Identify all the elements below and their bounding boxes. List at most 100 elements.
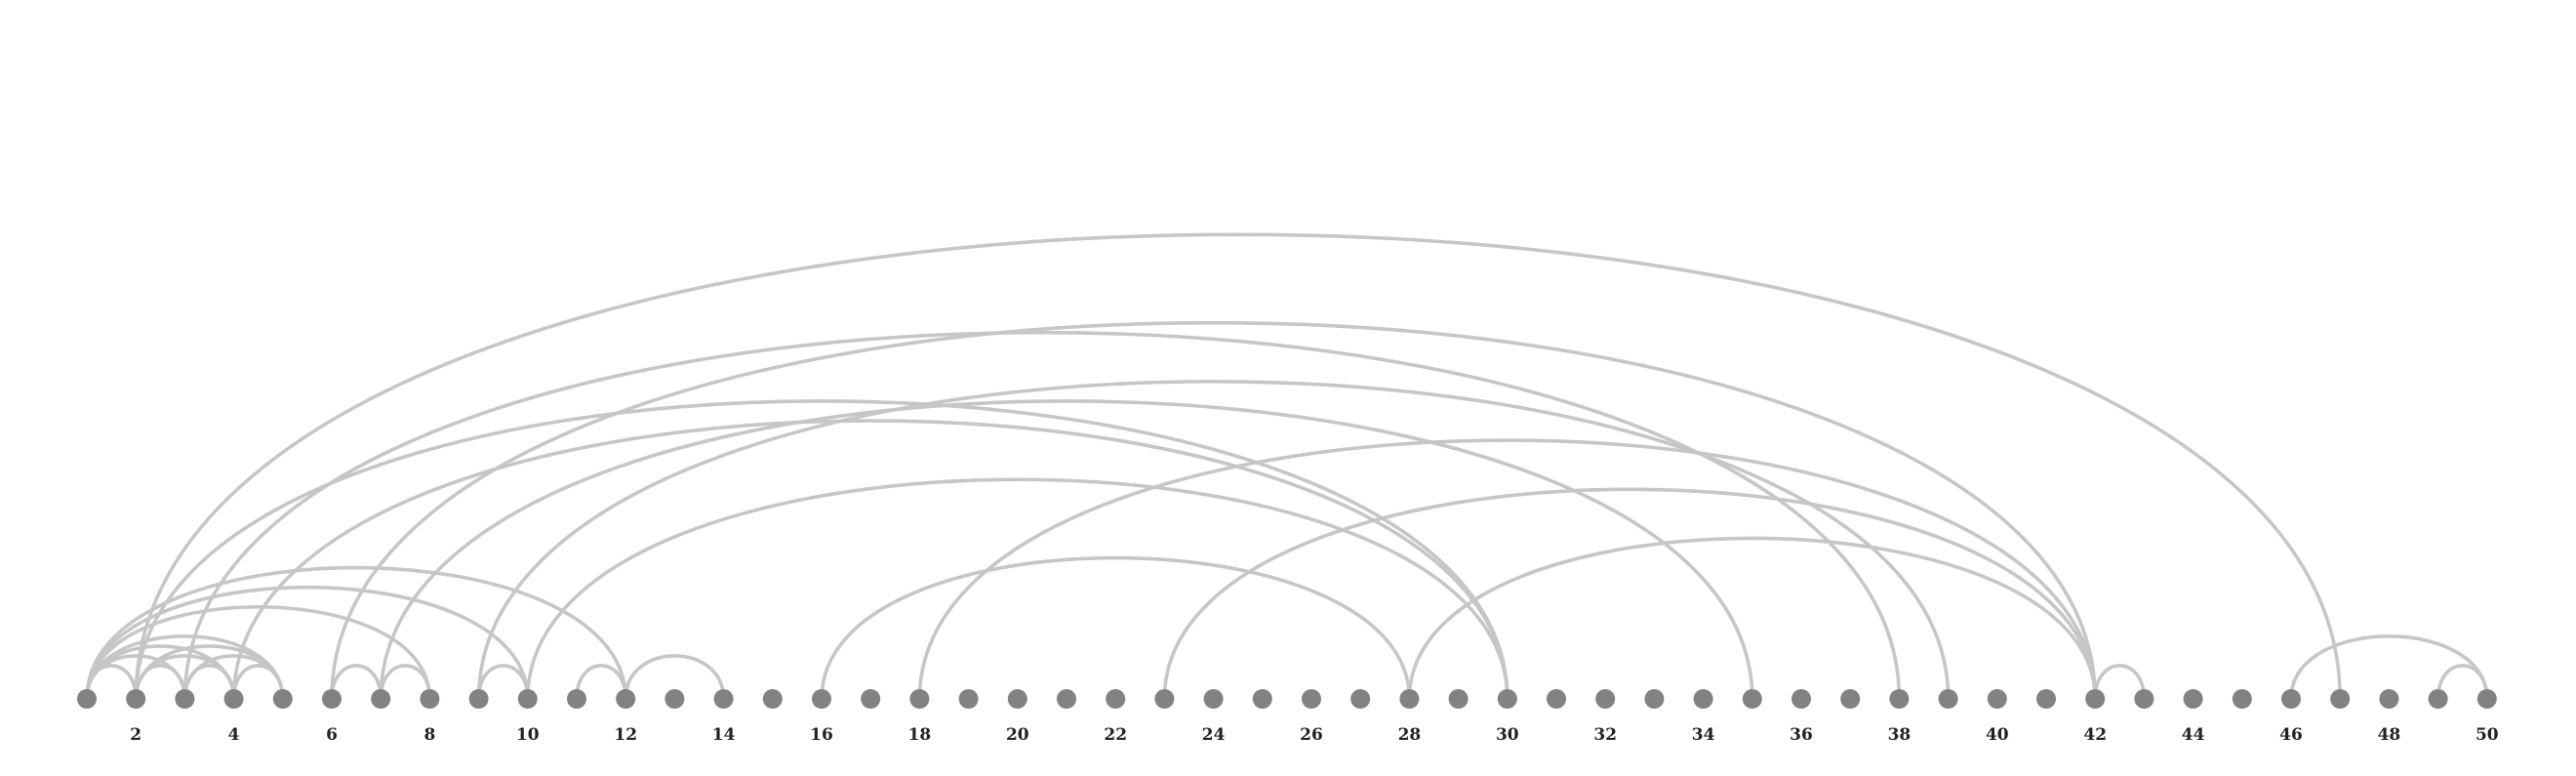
tick-label-22: 22	[1104, 725, 1127, 745]
node-31	[1547, 689, 1566, 709]
node-22	[1106, 689, 1126, 709]
tick-label-46: 46	[2279, 725, 2303, 745]
node-9	[468, 689, 489, 709]
node-36	[1791, 689, 1811, 709]
node-38	[1889, 689, 1910, 709]
node-18	[909, 689, 930, 709]
tick-label-24: 24	[1202, 725, 1226, 745]
node-17	[861, 689, 881, 709]
tick-label-26: 26	[1300, 725, 1323, 745]
edge-9-39	[476, 380, 1951, 700]
edge-1-8	[85, 605, 432, 700]
node-14	[713, 689, 734, 709]
node-23	[1154, 689, 1175, 709]
edge-4-30	[231, 419, 1509, 700]
node-21	[1057, 689, 1076, 709]
edge-6-42	[330, 320, 2097, 700]
edge-16-28	[820, 555, 1412, 700]
node-layer	[77, 689, 2497, 709]
node-35	[1742, 689, 1762, 709]
node-3	[175, 689, 195, 709]
tick-label-14: 14	[712, 725, 736, 745]
node-45	[2232, 689, 2252, 709]
tick-label-8: 8	[423, 725, 435, 745]
tick-label-42: 42	[2083, 725, 2107, 745]
tick-label-6: 6	[326, 725, 338, 745]
node-28	[1399, 689, 1420, 709]
node-48	[2379, 689, 2399, 709]
tick-label-40: 40	[1986, 725, 2009, 745]
node-39	[1938, 689, 1958, 709]
tick-label-50: 50	[2475, 725, 2499, 745]
node-4	[223, 689, 244, 709]
node-16	[812, 689, 831, 709]
node-26	[1302, 689, 1321, 709]
node-19	[958, 689, 979, 709]
edge-10-30	[526, 477, 1509, 700]
node-44	[2183, 689, 2203, 709]
node-1	[77, 689, 97, 709]
node-5	[272, 689, 293, 709]
edge-1-10	[85, 585, 530, 700]
node-40	[1987, 689, 2007, 709]
tick-label-20: 20	[1006, 725, 1029, 745]
node-43	[2134, 689, 2154, 709]
node-12	[616, 689, 636, 709]
node-25	[1252, 689, 1272, 709]
edge-12-14	[624, 654, 726, 700]
node-41	[2036, 689, 2056, 709]
node-8	[420, 689, 440, 709]
node-2	[126, 689, 146, 709]
edge-42-43	[2093, 664, 2147, 700]
edge-2-47	[134, 232, 2342, 700]
edge-28-42	[1407, 536, 2097, 700]
tick-label-30: 30	[1496, 725, 1519, 745]
node-13	[664, 689, 685, 709]
tick-label-48: 48	[2378, 725, 2401, 745]
arc-layer	[85, 232, 2489, 700]
edge-2-5	[134, 644, 285, 700]
edge-23-42	[1162, 487, 2097, 700]
edge-11-12	[575, 664, 627, 700]
tick-label-44: 44	[2182, 725, 2205, 745]
tick-label-16: 16	[810, 725, 833, 745]
node-42	[2085, 689, 2106, 709]
node-24	[1203, 689, 1224, 709]
node-11	[567, 689, 586, 709]
node-6	[322, 689, 342, 709]
tick-label-32: 32	[1593, 725, 1617, 745]
tick-label-36: 36	[1790, 725, 1813, 745]
node-34	[1693, 689, 1713, 709]
tick-label-4: 4	[228, 725, 240, 745]
node-50	[2476, 689, 2497, 709]
node-47	[2330, 689, 2351, 709]
node-32	[1595, 689, 1616, 709]
tick-label-38: 38	[1888, 725, 1912, 745]
tick-label-2: 2	[130, 725, 141, 745]
node-49	[2428, 689, 2448, 709]
node-7	[371, 689, 391, 709]
edge-1-12	[85, 565, 627, 700]
tick-label-28: 28	[1398, 725, 1422, 745]
tick-label-34: 34	[1692, 725, 1715, 745]
edge-1-4	[85, 644, 236, 700]
edge-18-42	[917, 438, 2097, 700]
edge-7-35	[379, 399, 1754, 700]
edge-3-38	[182, 331, 1902, 700]
node-27	[1350, 689, 1371, 709]
tick-label-18: 18	[908, 725, 932, 745]
edge-49-50	[2435, 664, 2489, 700]
node-29	[1448, 689, 1469, 709]
tick-label-layer: 2 4 6 8 10 12 14 16 18 20 22 24 26 28 30 32 34 36 38 40 42 44…	[130, 725, 2499, 745]
node-30	[1497, 689, 1517, 709]
node-33	[1644, 689, 1665, 709]
node-10	[517, 689, 538, 709]
edge-2-30	[134, 399, 1509, 700]
node-46	[2281, 689, 2301, 709]
tick-label-10: 10	[516, 725, 540, 745]
tick-label-12: 12	[614, 725, 637, 745]
node-20	[1007, 689, 1027, 709]
node-15	[762, 689, 783, 709]
node-37	[1840, 689, 1861, 709]
